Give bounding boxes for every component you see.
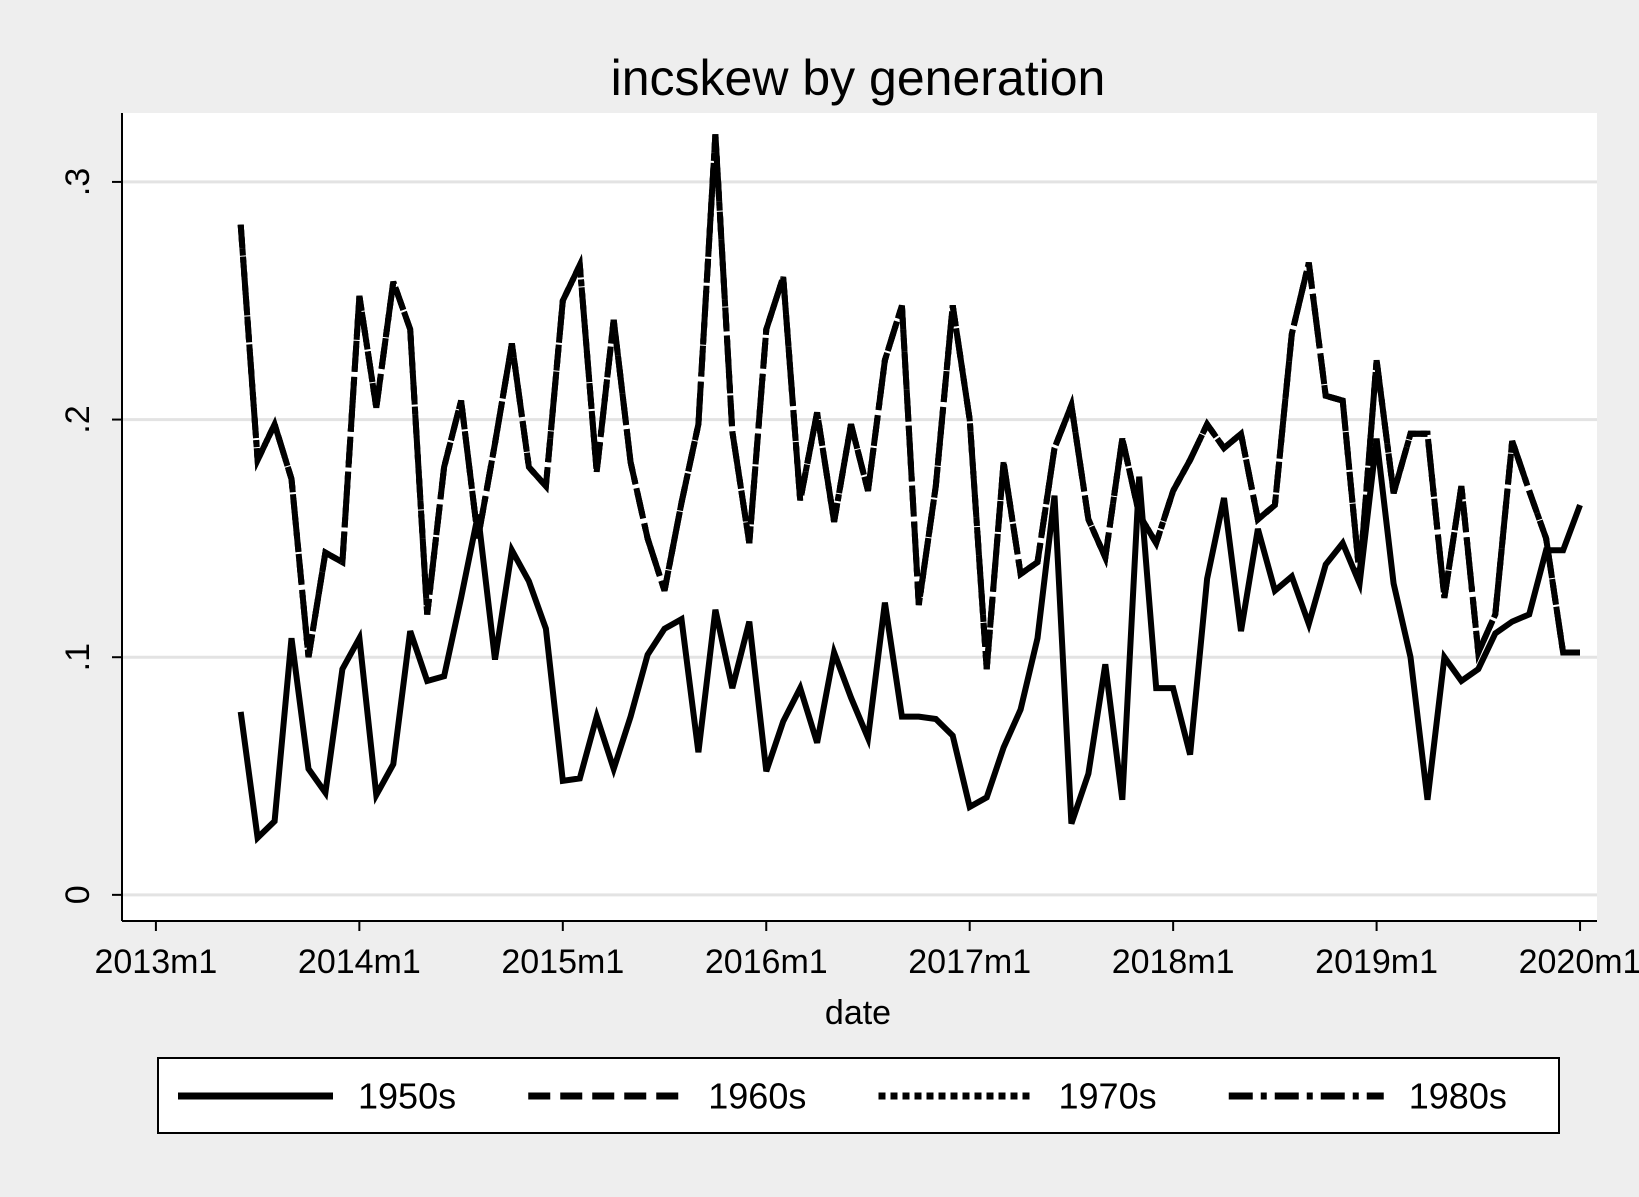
y-tick-label: 0 [59,885,97,904]
series-line-1950s [237,438,1583,845]
legend: 1950s 1960s 1970s 1980s [157,1057,1560,1134]
legend-label-1980s: 1980s [1409,1076,1507,1117]
chart-title: incskew by generation [611,50,1106,106]
x-tick-label: 2013m1 [94,943,217,981]
y-tick-label: .2 [59,405,97,433]
x-tick-label: 2017m1 [908,943,1031,981]
y-tick-label: .3 [59,168,97,196]
axes [121,113,1597,922]
x-tick-label: 2015m1 [501,943,624,981]
gridlines [122,180,1597,897]
series-lines [237,134,1583,845]
x-tick-label: 2018m1 [1112,943,1235,981]
legend-label-1960s: 1960s [708,1076,806,1117]
x-tick-label: 2019m1 [1315,943,1438,981]
x-ticks: 2013m1 2014m1 2015m1 2016m1 2017m1 2018m1 2019… [94,921,1639,981]
x-tick-label: 2016m1 [705,943,828,981]
series-line-1960s [237,134,1580,670]
x-axis-title: date [825,994,891,1032]
legend-label-1950s: 1950s [358,1076,456,1117]
x-tick-label: 2020m1 [1519,943,1639,981]
y-ticks: 0 .1 .2 .3 [59,168,122,904]
legend-label-1970s: 1970s [1059,1076,1157,1117]
x-tick-label: 2014m1 [298,943,421,981]
y-tick-label: .1 [59,643,97,671]
